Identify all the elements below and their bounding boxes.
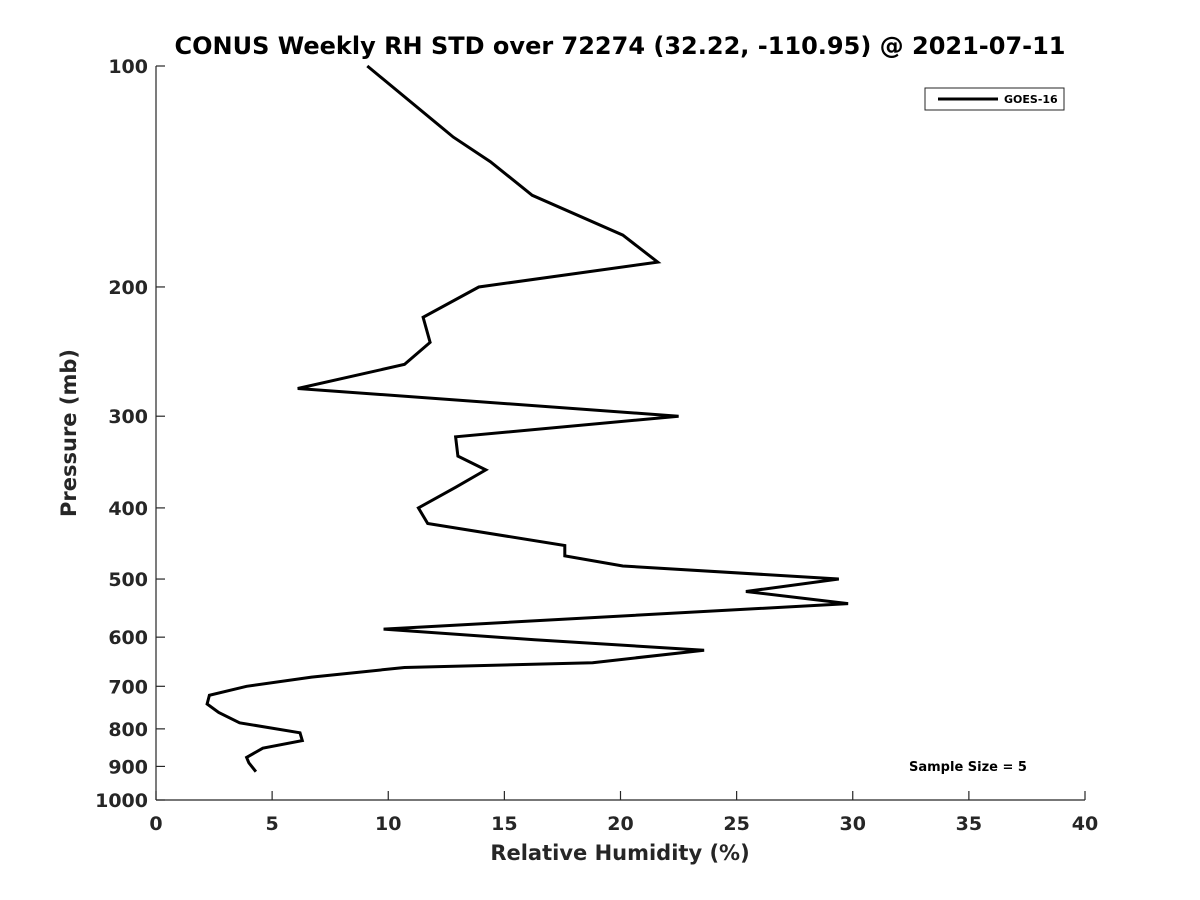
y-tick-label: 900: [108, 756, 148, 778]
y-axis-ticks: 100 200 300 400 500 600 700 800 900 1000: [95, 56, 165, 812]
series-layer: [205, 64, 849, 773]
x-tick-label: 5: [266, 813, 279, 835]
x-tick-label: 35: [956, 813, 982, 835]
y-tick-label: 300: [108, 406, 148, 428]
y-axis-label: Pressure (mb): [57, 349, 81, 517]
x-tick-label: 10: [375, 813, 401, 835]
series-line-goes-16: [205, 64, 849, 773]
y-tick-label: 700: [108, 676, 148, 698]
y-tick-label: 100: [108, 56, 148, 78]
y-tick-label: 200: [108, 277, 148, 299]
y-tick-label: 600: [108, 627, 148, 649]
sample-size-annotation: Sample Size = 5: [909, 760, 1027, 775]
x-tick-label: 40: [1072, 813, 1098, 835]
x-tick-label: 15: [491, 813, 517, 835]
y-tick-label: 800: [108, 719, 148, 741]
y-tick-label: 500: [108, 569, 148, 591]
x-tick-label: 20: [607, 813, 633, 835]
x-tick-label: 25: [723, 813, 749, 835]
y-tick-label: 1000: [95, 790, 148, 812]
x-tick-label: 0: [149, 813, 162, 835]
legend: GOES-16: [924, 87, 1065, 111]
y-tick-label: 400: [108, 498, 148, 520]
x-axis-ticks: 0 5 10 15 20 25 30 35 40: [149, 791, 1098, 835]
x-tick-label: 30: [840, 813, 866, 835]
legend-label-goes-16: GOES-16: [1004, 93, 1058, 106]
x-axis-label: Relative Humidity (%): [490, 841, 749, 865]
chart-title: CONUS Weekly RH STD over 72274 (32.22, -…: [174, 32, 1065, 60]
